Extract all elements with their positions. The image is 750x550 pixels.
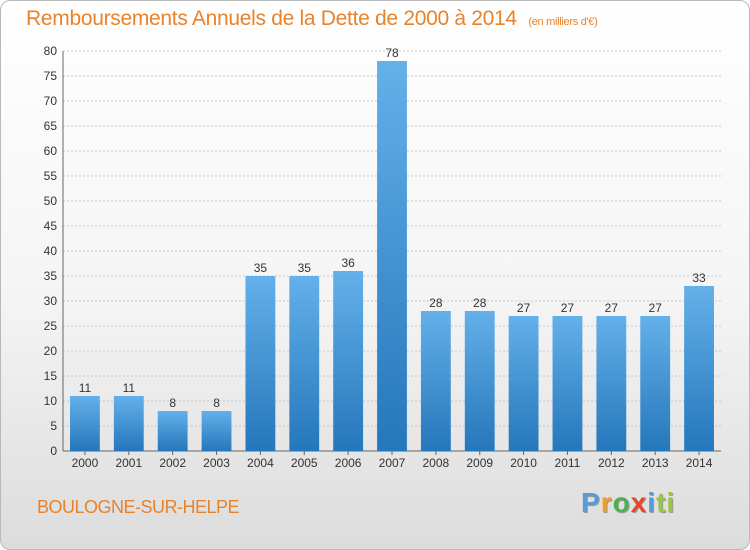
y-tick-label: 30 [44,294,58,308]
data-label: 28 [429,296,443,310]
y-tick-label: 15 [44,369,58,383]
y-tick-label: 50 [44,194,58,208]
data-label: 8 [213,396,220,410]
chart-title-text: Remboursements Annuels de la Dette de 20… [26,7,517,30]
bars [70,61,714,451]
bar [113,396,144,451]
y-tick-label: 75 [44,69,58,83]
proxiti-logo: Proxiti [581,487,675,519]
data-label: 27 [561,301,575,315]
y-tick-label: 65 [44,119,58,133]
y-tick-label: 0 [50,444,57,458]
bar [464,311,495,451]
x-tick-label: 2004 [247,456,274,470]
x-tick-label: 2009 [466,456,493,470]
x-tick-label: 2002 [159,456,186,470]
bar [201,411,232,451]
y-tick-label: 25 [44,319,58,333]
bar [289,276,320,451]
logo-letter: r [600,487,613,518]
y-tick-label: 70 [44,94,58,108]
y-tick-label: 10 [44,394,58,408]
y-tick-label: 40 [44,244,58,258]
chart-title: Remboursements Annuels de la Dette de 20… [26,7,598,31]
bar [333,271,364,451]
data-label: 11 [123,381,136,395]
y-tick-label: 80 [44,44,58,58]
bar [157,411,188,451]
bar [377,61,407,451]
y-tick-label: 35 [44,269,58,283]
bar [640,316,671,451]
data-label: 35 [254,261,268,275]
bar [420,311,451,451]
x-tick-label: 2008 [423,456,450,470]
x-tick-label: 2014 [686,456,713,470]
commune-name: BOULOGNE-SUR-HELPE [37,497,240,517]
data-label: 36 [341,256,355,270]
y-tick-label: 60 [44,144,58,158]
x-tick-label: 2005 [291,456,318,470]
x-tick-label: 2003 [203,456,230,470]
data-label: 28 [473,296,487,310]
logo-letter: i [647,487,657,518]
bar [684,286,714,451]
y-tick-label: 5 [50,419,57,433]
data-label: 35 [298,261,312,275]
data-labels: 11 11 8 8 35 35 36 78 28 28 27 27 27 27 33 [79,46,706,410]
x-tick-label: 2000 [72,456,99,470]
bar [596,316,627,451]
logo-letter: ti [656,487,676,518]
bar [70,396,100,451]
x-tick-label: 2012 [598,456,625,470]
bar [508,316,539,451]
data-label: 11 [79,381,92,395]
logo-letter: P [581,487,601,518]
data-label: 27 [649,301,663,315]
chart-subtitle: (en milliers d'€) [528,16,598,28]
x-tick-label: 2007 [379,456,406,470]
data-label: 33 [692,271,706,285]
x-tick-label: 2013 [642,456,669,470]
bar [245,276,276,451]
y-tick-label: 20 [44,344,58,358]
logo-letter: x [630,487,648,518]
x-tick-label: 2011 [555,456,581,470]
data-label: 27 [517,301,531,315]
x-tick-label: 2001 [115,456,142,470]
bar [552,316,583,451]
logo-letter: o [612,487,631,518]
data-label: 78 [385,46,399,60]
x-tick-label: 2006 [335,456,362,470]
y-tick-label: 55 [44,169,58,183]
data-label: 8 [169,396,176,410]
x-tick-label: 2010 [510,456,537,470]
y-tick-label: 45 [44,219,58,233]
data-label: 27 [605,301,619,315]
